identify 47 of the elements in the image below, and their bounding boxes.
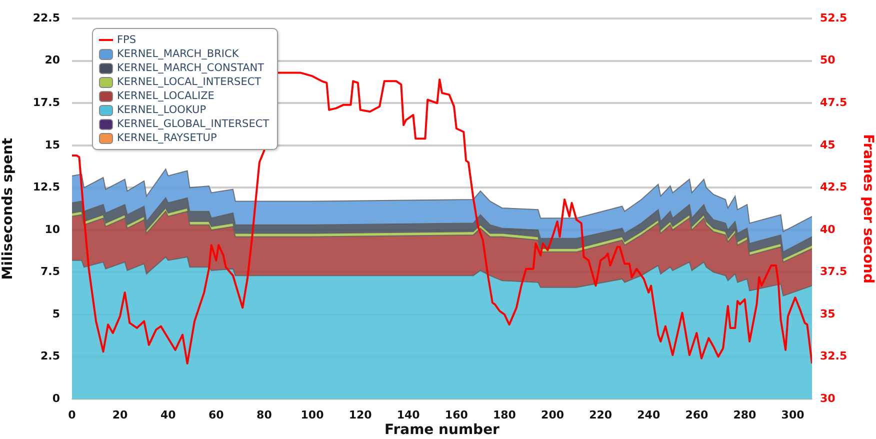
x-tick-label: 240 xyxy=(637,408,660,422)
y-tick-label: 12.5 xyxy=(32,180,60,194)
x-tick-label: 20 xyxy=(112,408,128,422)
legend-label: KERNEL_MARCH_BRICK xyxy=(117,48,239,60)
legend-label: KERNEL_RAYSETUP xyxy=(117,132,217,144)
y-tick-label: 7.5 xyxy=(40,265,60,278)
x-tick-label: 100 xyxy=(300,408,324,422)
y2-tick-label: 40 xyxy=(820,222,836,236)
y-tick-label: 10 xyxy=(44,222,60,236)
y2-tick-label: 45 xyxy=(820,138,836,152)
x-tick-label: 300 xyxy=(781,408,805,422)
y2-tick-label: 47.5 xyxy=(820,96,848,109)
legend-label: KERNEL_MARCH_CONSTANT xyxy=(117,62,264,74)
legend-label: KERNEL_GLOBAL_INTERSECT xyxy=(117,118,270,130)
x-tick-label: 120 xyxy=(348,408,372,422)
y2-tick-label: 42.5 xyxy=(820,180,848,194)
y-tick-label: 20 xyxy=(44,54,60,67)
x-tick-label: 200 xyxy=(541,408,564,422)
legend-label: KERNEL_LOCAL_INTERSECT xyxy=(117,76,262,88)
y-tick-label: 17.5 xyxy=(32,96,60,109)
x-tick-label: 0 xyxy=(68,408,76,422)
x-tick-label: 60 xyxy=(208,408,224,422)
y-tick-label: 22.5 xyxy=(32,11,60,24)
legend-label: FPS xyxy=(117,34,136,46)
x-tick-label: 220 xyxy=(589,408,612,422)
y-tick-label: 0 xyxy=(52,392,60,405)
y2-tick-label: 50 xyxy=(820,54,836,67)
y-tick-label: 15 xyxy=(44,138,60,152)
y2-tick-label: 32.5 xyxy=(820,350,848,363)
legend-label: KERNEL_LOOKUP xyxy=(117,104,206,116)
x-axis-title: Frame number xyxy=(384,422,500,438)
x-tick-label: 40 xyxy=(160,408,176,422)
y-tick-label: 2.5 xyxy=(40,350,60,363)
y2-tick-label: 30 xyxy=(820,392,836,405)
x-tick-label: 280 xyxy=(733,408,757,422)
x-tick-label: 260 xyxy=(685,408,708,422)
y-tick-label: 5 xyxy=(52,307,60,320)
y2-tick-label: 52.5 xyxy=(820,11,848,24)
y2-tick-label: 37.5 xyxy=(820,265,848,278)
x-tick-label: 160 xyxy=(444,408,468,422)
y2-tick-label: 35 xyxy=(820,307,836,320)
legend-label: KERNEL_LOCALIZE xyxy=(117,90,214,102)
y2-axis-title: Frames per second xyxy=(860,134,876,284)
y-axis-title: Miliseconds spent xyxy=(0,138,16,280)
x-tick-label: 80 xyxy=(256,408,272,422)
x-tick-label: 180 xyxy=(492,408,516,422)
x-tick-label: 140 xyxy=(396,408,420,422)
